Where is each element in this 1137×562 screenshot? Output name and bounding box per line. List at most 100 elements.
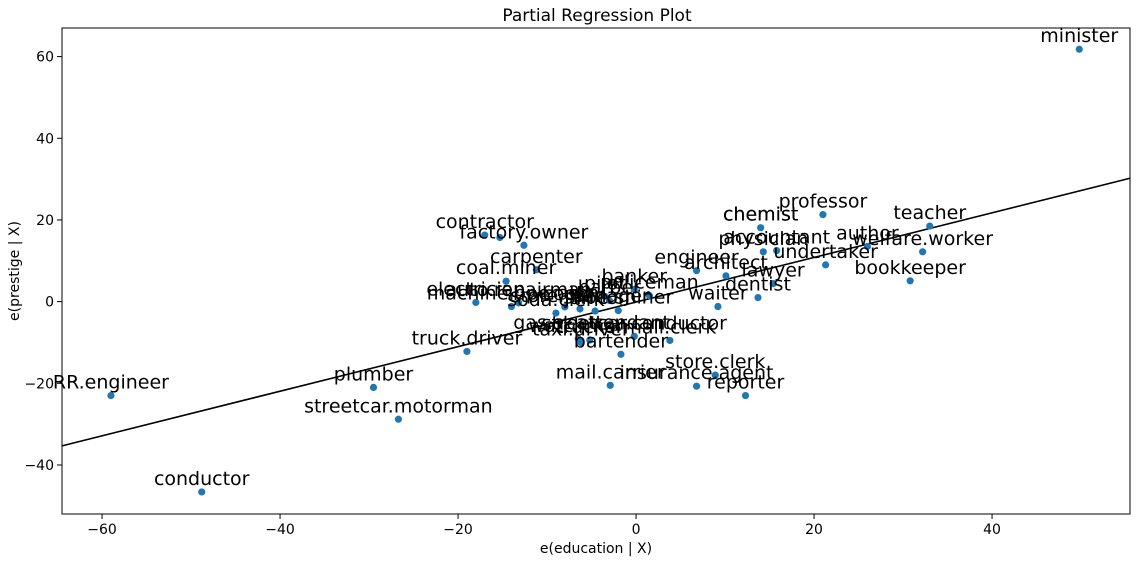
- axes-frame: [61, 27, 1131, 515]
- point-label: shoe.shiner: [563, 287, 673, 309]
- point-label: accountant: [723, 227, 830, 249]
- point-label: coal.miner: [456, 257, 557, 279]
- data-point: [605, 296, 613, 305]
- point-label: cook: [542, 283, 587, 305]
- point-label: professor: [779, 191, 868, 213]
- point-label: RR.engineer: [53, 372, 169, 394]
- data-point: [773, 246, 781, 255]
- y-tick-label: 0: [45, 295, 54, 311]
- point-label: engineer: [654, 247, 738, 269]
- point-label: barber: [578, 276, 641, 298]
- point-label: bartender: [574, 330, 668, 352]
- point-label: dentist: [725, 274, 791, 296]
- point-label: electrician: [426, 278, 525, 300]
- data-point: [394, 415, 403, 423]
- point-label: carpenter: [490, 246, 583, 268]
- point-label: author: [836, 222, 899, 244]
- plot-area: −60 −40 −20 0 20 40 −40 −20 0 20 40 60 minister profe…: [24, 25, 1131, 538]
- data-point: [666, 336, 674, 345]
- y-tick-label: −20: [24, 376, 54, 392]
- data-point: [645, 291, 654, 300]
- x-tick-label: −40: [265, 522, 295, 538]
- point-label: contractor: [436, 211, 535, 233]
- data-point: [759, 248, 767, 256]
- point-label: pilot: [584, 272, 626, 294]
- y-tick-label: 40: [36, 131, 54, 147]
- chart-title: Partial Regression Plot: [502, 6, 692, 26]
- data-point: [614, 307, 622, 315]
- data-point: [107, 391, 115, 400]
- point-label: physician: [718, 228, 808, 250]
- data-point: [514, 299, 523, 307]
- point-label: banker: [601, 265, 667, 287]
- point-label: truck.driver: [412, 327, 523, 349]
- y-axis-label: e(prestige | X): [7, 221, 23, 321]
- data-point: [198, 488, 206, 496]
- y-tick-label: 60: [36, 50, 54, 66]
- point-label: bookkeeper: [854, 257, 966, 279]
- data-point: [1075, 45, 1083, 53]
- x-tick-label: 40: [983, 522, 1001, 538]
- data-point: [769, 280, 777, 288]
- point-label: streetcar.motorman: [304, 395, 493, 417]
- data-point: [819, 211, 827, 219]
- point-label: machine.operator: [427, 283, 597, 305]
- data-point: [617, 350, 625, 358]
- data-point: [502, 277, 510, 285]
- data-point: [532, 266, 540, 274]
- x-tick-label: 20: [805, 522, 823, 538]
- data-point: [520, 241, 528, 249]
- x-axis-label: e(education | X): [540, 541, 652, 557]
- point-label: watchman: [529, 315, 628, 337]
- point-label: lawyer: [742, 260, 805, 282]
- point-label: factory.owner: [459, 221, 588, 243]
- data-point: [919, 248, 927, 256]
- point-label: insurance.agent: [620, 362, 774, 384]
- data-point: [863, 242, 872, 251]
- data-point: [496, 233, 504, 242]
- point-label: store.clerk: [665, 351, 765, 373]
- data-point: [561, 303, 569, 311]
- data-point: [906, 277, 914, 285]
- point-label: conductor: [154, 468, 250, 490]
- point-label: mail.clerk: [623, 316, 716, 338]
- data-point: [722, 272, 730, 280]
- point-label: soda.clerk: [507, 289, 605, 311]
- point-label: waiter: [688, 283, 748, 305]
- data-point: [692, 382, 701, 390]
- data-point: [576, 305, 584, 313]
- data-point: [606, 381, 614, 389]
- data-point: [369, 383, 378, 391]
- data-point: [714, 302, 722, 311]
- data-point: [586, 336, 594, 344]
- data-point: [577, 338, 585, 347]
- point-label: architect: [684, 252, 768, 274]
- point-label: mail.carrier: [556, 361, 665, 383]
- data-point: [472, 298, 480, 307]
- x-tick-label: 0: [632, 522, 641, 538]
- data-point: [754, 293, 762, 302]
- point-label: reporter: [707, 372, 785, 394]
- data-point: [692, 266, 701, 275]
- point-label: chemist: [723, 204, 798, 226]
- data-point: [757, 224, 765, 232]
- point-label: policeman: [600, 272, 699, 294]
- data-point: [591, 307, 599, 315]
- point-label: gas.st.attendant: [513, 312, 670, 334]
- point-label: welfare.worker: [852, 228, 993, 250]
- point-label: store.manager: [510, 285, 650, 307]
- point-label: chemist: [723, 204, 798, 226]
- x-tick-label: −20: [443, 522, 473, 538]
- data-point: [741, 391, 750, 400]
- point-label: undertaker: [773, 241, 878, 263]
- x-tick-label: −60: [87, 522, 117, 538]
- data-point: [926, 222, 934, 230]
- data-point: [481, 231, 489, 239]
- data-point: [552, 309, 560, 317]
- data-point: [463, 347, 471, 356]
- y-tick-label: −40: [24, 458, 54, 474]
- point-label: plumber: [334, 363, 414, 385]
- data-point: [507, 302, 516, 311]
- point-label: taxi.driver: [532, 318, 630, 340]
